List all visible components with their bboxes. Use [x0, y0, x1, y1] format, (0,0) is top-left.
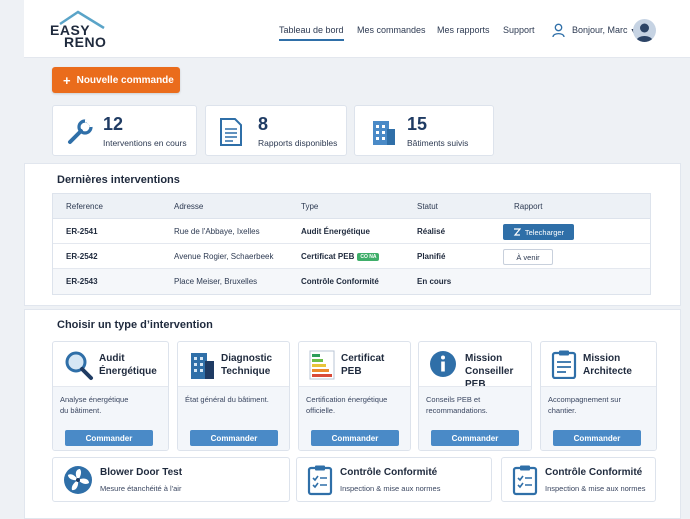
status-badge: CO NA: [357, 253, 380, 261]
card-footer: Conseils PEB et recommandations. Commande…: [419, 386, 531, 450]
stat-card-buildings[interactable]: 15 Bâtiments suivis: [354, 105, 494, 156]
user-icon[interactable]: [552, 23, 565, 38]
column-header: Reference: [66, 202, 103, 211]
column-header: Rapport: [514, 202, 543, 211]
card-title: Diagnostic Technique: [221, 353, 273, 377]
upcoming-report-button[interactable]: À venir: [503, 249, 553, 265]
column-header: Statut: [417, 202, 438, 211]
reference-cell: ER-2543: [66, 277, 98, 286]
card-description: Certification énergétique officielle.: [306, 395, 388, 415]
info-icon: [430, 351, 456, 377]
card-diagnostic-technique[interactable]: Diagnostic Technique État général du bâti…: [177, 341, 290, 451]
clipboard-icon: [551, 350, 577, 379]
new-order-button[interactable]: + Nouvelle commande: [52, 67, 180, 93]
card-description: Inspection & mise aux normes: [545, 484, 646, 493]
card-description: Accompagnement sur chantier.: [548, 395, 621, 415]
status-cell: En cours: [417, 277, 452, 286]
clipboard-check-icon: [512, 465, 538, 496]
address-cell: Avenue Rogier, Schaerbeek: [174, 252, 274, 261]
card-title: Blower Door Test: [100, 467, 183, 478]
card-footer: Certification énergétique officielle. Com…: [299, 386, 410, 450]
top-navigation-bar: EASY RENO Tableau de bord Mes commandes …: [24, 0, 690, 58]
section-title-types: Choisir un type d’intervention: [57, 319, 213, 331]
logo-text-easy: EASY: [50, 22, 91, 38]
nav-my-reports[interactable]: Mes rapports: [437, 25, 490, 35]
card-description: Inspection & mise aux normes: [340, 484, 441, 493]
card-footer: État général du bâtiment. Commander: [178, 386, 289, 450]
card-title: Audit Énergétique: [99, 353, 157, 377]
table-row[interactable]: ER-2541 Rue de l'Abbaye, Ixelles Audit É…: [53, 219, 650, 244]
card-mission-conseiller-peb[interactable]: Mission Conseiller PEB Conseils PEB et rec…: [418, 341, 532, 451]
card-description: Analyse énergétique du bâtiment.: [60, 395, 129, 415]
order-button[interactable]: Commander: [311, 430, 399, 446]
easyreno-logo[interactable]: EASY RENO: [50, 8, 114, 50]
card-title: Certificat PEB: [341, 353, 385, 377]
stat-label: Rapports disponibles: [258, 138, 338, 148]
reference-cell: ER-2541: [66, 227, 98, 236]
address-cell: Rue de l'Abbaye, Ixelles: [174, 227, 260, 236]
order-button[interactable]: Commander: [65, 430, 153, 446]
order-button[interactable]: Commander: [553, 430, 641, 446]
wrench-icon: [68, 119, 93, 144]
stat-card-interventions[interactable]: 12 Interventions en cours: [52, 105, 197, 156]
section-title-interventions: Dernières interventions: [57, 174, 180, 186]
stat-value: 15: [407, 114, 428, 134]
order-button[interactable]: Commander: [190, 430, 278, 446]
avatar[interactable]: [633, 19, 656, 42]
card-mission-architecte[interactable]: Mission Architecte Accompagnement sur chan…: [540, 341, 657, 451]
house-roof-icon: [59, 10, 105, 30]
new-order-label: Nouvelle commande: [76, 74, 174, 86]
card-title: Contrôle Conformité: [545, 467, 643, 478]
order-button[interactable]: Commander: [431, 430, 519, 446]
card-footer: Accompagnement sur chantier. Commander: [541, 386, 656, 450]
card-footer: Analyse énergétique du bâtiment. Commande…: [53, 386, 168, 450]
stat-label: Interventions en cours: [103, 138, 187, 148]
card-certificat-peb[interactable]: Certificat PEB Certification énergétique o…: [298, 341, 411, 451]
type-cell: Certificat PEB CO NA: [301, 252, 380, 261]
stat-card-reports[interactable]: 8 Rapports disponibles: [205, 105, 347, 156]
card-audit-energetique[interactable]: Audit Énergétique Analyse énergétique du b…: [52, 341, 169, 451]
address-cell: Place Meiser, Bruxelles: [174, 277, 258, 286]
reference-cell: ER-2542: [66, 252, 98, 261]
download-report-button[interactable]: Telecharger: [503, 224, 574, 240]
type-cell: Audit Énergétique: [301, 227, 370, 236]
peb-label-icon: [309, 350, 335, 380]
nav-my-orders[interactable]: Mes commandes: [357, 25, 426, 35]
stat-label: Bâtiments suivis: [407, 138, 469, 148]
table-row[interactable]: ER-2542 Avenue Rogier, Schaerbeek Certif…: [53, 244, 650, 269]
card-description: Mesure étanchéité à l'air: [100, 484, 182, 493]
download-label: Telecharger: [524, 227, 565, 237]
user-greeting[interactable]: Bonjour, Marc ▼: [572, 25, 637, 35]
column-header: Type: [301, 202, 319, 211]
card-blower-door-test[interactable]: Blower Door Test Mesure étanchéité à l'a…: [52, 457, 290, 502]
stat-value: 8: [258, 114, 269, 134]
card-controle-conformite[interactable]: Contrôle Conformité Inspection & mise au…: [296, 457, 492, 502]
plus-icon: +: [63, 72, 71, 88]
building-icon: [191, 353, 214, 379]
interventions-table: Reference Adresse Type Statut Rapport ER…: [52, 193, 651, 295]
building-icon: [373, 121, 395, 145]
card-controle-conformite-2[interactable]: Contrôle Conformité Inspection & mise au…: [501, 457, 656, 502]
card-title: Mission Architecte: [583, 353, 632, 377]
card-description: État général du bâtiment.: [185, 395, 269, 404]
nav-support[interactable]: Support: [503, 25, 535, 35]
status-cell: Planifié: [417, 252, 446, 261]
avatar-person-icon: [636, 23, 653, 42]
type-cell: Contrôle Conformité: [301, 277, 379, 286]
fan-icon: [64, 466, 92, 494]
stat-value: 12: [103, 114, 124, 134]
table-row[interactable]: ER-2543 Place Meiser, Bruxelles Contrôle…: [53, 269, 650, 294]
column-header: Adresse: [174, 202, 204, 211]
status-cell: Réalisé: [417, 227, 446, 236]
download-icon: [513, 228, 521, 236]
clipboard-check-icon: [307, 465, 333, 496]
card-description: Conseils PEB et recommandations.: [426, 395, 488, 415]
nav-dashboard[interactable]: Tableau de bord: [279, 25, 344, 41]
table-header: Reference Adresse Type Statut Rapport: [53, 194, 650, 219]
card-title: Mission Conseiller PEB: [465, 353, 514, 390]
document-icon: [220, 118, 242, 146]
magnifier-icon: [65, 351, 93, 380]
card-title: Contrôle Conformité: [340, 467, 438, 478]
logo-text-reno: RENO: [64, 34, 107, 50]
